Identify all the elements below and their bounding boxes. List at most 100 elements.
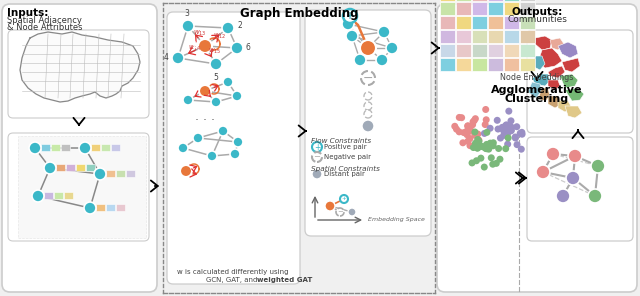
Circle shape	[556, 189, 570, 203]
Circle shape	[588, 189, 602, 203]
Circle shape	[211, 97, 221, 107]
Circle shape	[460, 129, 467, 136]
Circle shape	[497, 135, 504, 141]
Circle shape	[474, 144, 481, 152]
Circle shape	[361, 71, 375, 85]
Circle shape	[483, 116, 490, 123]
Circle shape	[453, 126, 460, 133]
Circle shape	[180, 165, 192, 177]
Circle shape	[508, 126, 515, 133]
Circle shape	[483, 145, 490, 152]
Circle shape	[44, 162, 56, 174]
Circle shape	[312, 169, 322, 179]
Circle shape	[222, 22, 234, 34]
Text: & Node Attributes: & Node Attributes	[7, 23, 83, 32]
Circle shape	[354, 54, 366, 66]
Bar	[116, 204, 125, 211]
Circle shape	[230, 149, 240, 159]
Circle shape	[231, 42, 243, 54]
Bar	[456, 2, 471, 15]
Text: GCN, GAT, and: GCN, GAT, and	[206, 277, 260, 283]
FancyBboxPatch shape	[8, 30, 149, 118]
FancyBboxPatch shape	[527, 137, 633, 241]
Text: 3: 3	[184, 9, 189, 18]
Circle shape	[343, 9, 357, 23]
Text: +: +	[342, 197, 346, 202]
Bar	[520, 2, 535, 15]
Circle shape	[451, 123, 458, 130]
Circle shape	[193, 133, 203, 143]
Bar	[440, 58, 455, 71]
Circle shape	[488, 154, 495, 161]
Circle shape	[463, 131, 470, 138]
Polygon shape	[565, 88, 584, 101]
Text: w is calculated differently using: w is calculated differently using	[177, 269, 289, 275]
Circle shape	[502, 124, 509, 131]
Circle shape	[473, 131, 480, 138]
Bar	[106, 170, 115, 177]
Circle shape	[336, 208, 344, 216]
Polygon shape	[532, 56, 545, 70]
Text: −: −	[363, 72, 373, 84]
Circle shape	[470, 117, 477, 124]
Bar	[456, 58, 471, 71]
Circle shape	[495, 145, 502, 152]
Circle shape	[470, 144, 477, 151]
Bar	[504, 30, 519, 43]
Polygon shape	[565, 106, 582, 118]
Polygon shape	[548, 80, 560, 90]
Bar	[472, 30, 487, 43]
Text: Inputs:: Inputs:	[7, 8, 49, 18]
Circle shape	[546, 147, 560, 161]
Circle shape	[233, 137, 243, 147]
Circle shape	[183, 95, 193, 105]
Text: 6: 6	[246, 44, 251, 52]
Circle shape	[500, 132, 507, 139]
Circle shape	[483, 141, 490, 148]
Text: weighted GAT: weighted GAT	[257, 277, 313, 283]
Bar	[472, 58, 487, 71]
Circle shape	[468, 160, 476, 166]
Circle shape	[490, 139, 497, 146]
Circle shape	[477, 155, 484, 162]
Circle shape	[504, 141, 511, 148]
Circle shape	[198, 39, 212, 53]
Text: 1: 1	[191, 41, 196, 51]
Bar	[472, 44, 487, 57]
Bar	[106, 204, 115, 211]
Bar	[64, 192, 73, 199]
Circle shape	[32, 190, 44, 202]
Bar	[76, 164, 85, 171]
Circle shape	[474, 136, 481, 143]
Circle shape	[460, 139, 467, 146]
Circle shape	[467, 127, 474, 134]
Polygon shape	[528, 82, 542, 98]
Circle shape	[199, 85, 211, 97]
Polygon shape	[20, 32, 140, 102]
Bar	[54, 192, 63, 199]
Text: $w_{13}$: $w_{13}$	[193, 29, 207, 38]
Text: $w_{14}$: $w_{14}$	[188, 44, 202, 53]
Text: · · ·: · · ·	[195, 115, 215, 128]
Circle shape	[479, 143, 486, 150]
Circle shape	[518, 146, 525, 153]
Circle shape	[506, 128, 512, 135]
Polygon shape	[558, 100, 572, 112]
Circle shape	[94, 168, 106, 180]
Bar	[440, 44, 455, 57]
Circle shape	[469, 121, 476, 128]
Bar	[488, 0, 503, 1]
Circle shape	[516, 130, 524, 137]
Circle shape	[512, 133, 519, 141]
Bar	[96, 204, 105, 211]
Text: $w_{15}$: $w_{15}$	[208, 47, 221, 56]
Circle shape	[360, 40, 376, 56]
Circle shape	[464, 123, 471, 129]
Circle shape	[232, 91, 242, 101]
Circle shape	[458, 114, 465, 121]
Text: Clustering: Clustering	[505, 94, 569, 104]
Circle shape	[312, 142, 322, 152]
Bar	[86, 164, 95, 171]
Polygon shape	[532, 74, 550, 86]
Circle shape	[223, 77, 233, 87]
